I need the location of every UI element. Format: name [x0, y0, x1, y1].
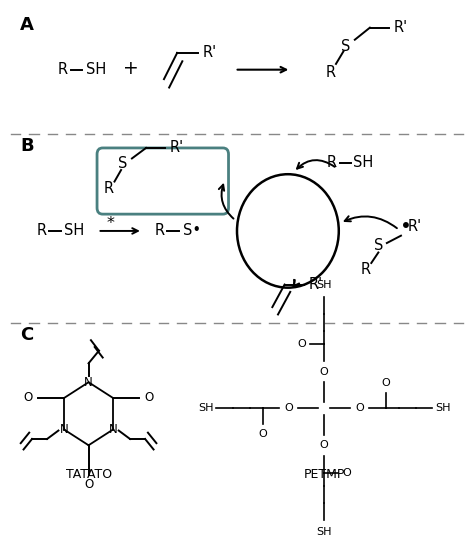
Text: R: R: [154, 223, 164, 238]
Text: SH: SH: [317, 280, 332, 291]
FancyBboxPatch shape: [97, 148, 228, 214]
Text: PETMP: PETMP: [303, 468, 345, 481]
Text: SH: SH: [85, 62, 106, 77]
Text: •: •: [400, 217, 412, 236]
Text: C: C: [20, 326, 34, 344]
Text: O: O: [320, 440, 328, 450]
Text: N: N: [84, 376, 93, 389]
Text: R': R': [169, 141, 183, 155]
Text: N: N: [60, 423, 68, 436]
Text: R: R: [325, 65, 336, 80]
Text: R': R': [408, 219, 422, 234]
Text: R: R: [57, 62, 68, 77]
Text: S: S: [118, 156, 127, 171]
Text: SH: SH: [353, 155, 374, 170]
Text: O: O: [320, 367, 328, 377]
Text: R': R': [202, 45, 217, 60]
Text: R: R: [361, 262, 371, 277]
Text: R: R: [36, 223, 46, 238]
Text: O: O: [355, 403, 364, 413]
Text: R': R': [394, 20, 408, 35]
Text: O: O: [297, 339, 306, 349]
Text: TATATO: TATATO: [65, 468, 112, 481]
Text: O: O: [258, 429, 267, 439]
Text: O: O: [24, 391, 33, 404]
Text: B: B: [20, 137, 34, 155]
Text: R': R': [309, 277, 323, 292]
Text: R: R: [103, 182, 113, 197]
Text: *: *: [107, 216, 115, 231]
Text: SH: SH: [435, 403, 451, 413]
Text: O: O: [382, 378, 390, 388]
Text: N: N: [109, 423, 118, 436]
Text: S: S: [341, 39, 350, 54]
Text: S: S: [374, 238, 383, 253]
Text: O: O: [144, 391, 153, 404]
Text: S•: S•: [183, 223, 201, 238]
Text: A: A: [20, 16, 34, 34]
Text: SH: SH: [64, 223, 84, 238]
Text: +: +: [123, 59, 139, 78]
Text: O: O: [284, 403, 293, 413]
Text: SH: SH: [317, 527, 332, 536]
Text: O: O: [342, 468, 351, 478]
Text: SH: SH: [198, 403, 213, 413]
Text: O: O: [84, 478, 93, 491]
Text: R: R: [326, 155, 337, 170]
